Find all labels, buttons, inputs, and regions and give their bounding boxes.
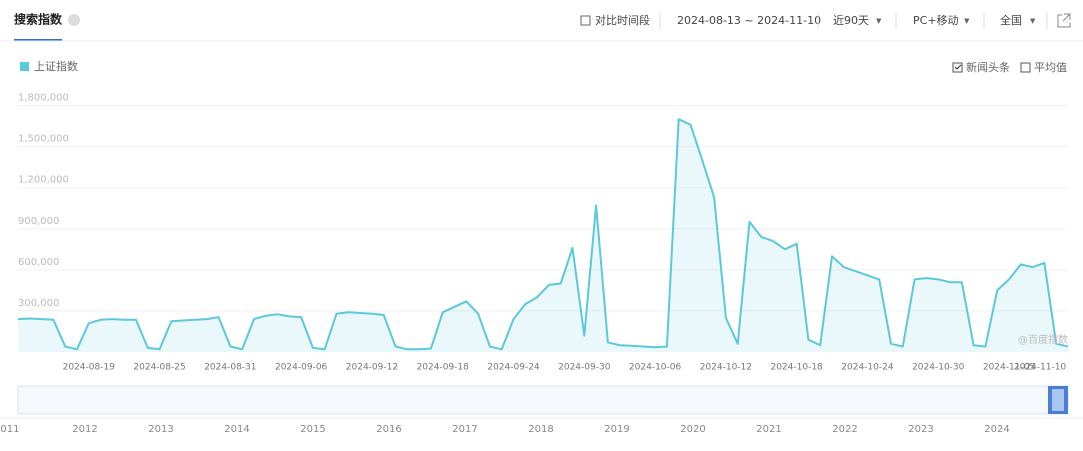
check-mark [954, 64, 962, 70]
overview-year-label: 2011 [0, 424, 19, 435]
overview-year-label: 2019 [604, 424, 629, 435]
legend-label: 上证指数 [34, 59, 78, 73]
overview-year-label: 2017 [452, 424, 477, 435]
x-tick-label: 2024-09-18 [417, 363, 470, 373]
line [17, 118, 1069, 351]
x-tick-label: 2024-10-12 [700, 363, 752, 373]
overview-year-label: 2016 [376, 424, 401, 435]
x-tick-label: 2024-10-24 [841, 363, 894, 373]
overview-year-label: 2015 [300, 424, 325, 435]
compare-checkbox[interactable] [580, 15, 591, 26]
x-tick-label: 2024-11-10 [1014, 363, 1067, 373]
overview-year-label: 2023 [908, 424, 933, 435]
overview-brush-area[interactable] [17, 385, 1069, 415]
x-tick-label: 2024-08-31 [204, 363, 256, 373]
compare-label[interactable]: 对比时间段 [595, 13, 650, 27]
device-select[interactable]: PC+移动 [913, 14, 959, 27]
overview-year-label: 2020 [680, 424, 705, 435]
y-tick-label: 300,000 [18, 298, 59, 309]
overview-window [1052, 389, 1064, 411]
news-label[interactable]: 新闻头条 [966, 60, 1010, 74]
date-range[interactable]: 2024-08-13 ~ 2024-11-10 [677, 14, 821, 27]
area-fill [18, 119, 1068, 352]
x-tick-label: 2024-09-12 [346, 363, 398, 373]
legend-swatch [20, 62, 29, 71]
x-tick-label: 2024-08-25 [133, 363, 185, 373]
overview-year-label: 2018 [528, 424, 553, 435]
help-icon[interactable] [68, 14, 80, 26]
period-select[interactable]: 近90天 [833, 14, 869, 27]
overview-year-label: 2012 [72, 424, 97, 435]
dropdown-arrow: ▼ [1030, 17, 1036, 25]
region-select[interactable]: 全国 [1000, 13, 1022, 27]
dropdown-arrow: ▼ [964, 17, 970, 25]
overview-year-label: 2022 [832, 424, 857, 435]
average-checkbox[interactable] [1020, 62, 1031, 73]
share-icon[interactable] [1057, 13, 1071, 28]
dropdown-arrow: ▼ [876, 17, 882, 25]
watermark: @百度指数 [1018, 333, 1068, 346]
tab-title[interactable]: 搜索指数 [14, 12, 63, 27]
overview-year-label: 2013 [148, 424, 173, 435]
x-tick-label: 2024-08-19 [63, 363, 116, 373]
x-tick-label: 2024-09-24 [487, 363, 540, 373]
x-tick-label: 2024-10-06 [629, 363, 682, 373]
x-tick-label: 2024-11-05 [983, 363, 1035, 373]
overview-year-label: 2014 [224, 424, 249, 435]
tab-underline [14, 39, 62, 41]
y-tick-label: 1,200,000 [18, 175, 69, 186]
news-checkbox[interactable] [952, 62, 963, 73]
y-tick-label: 900,000 [18, 216, 59, 227]
x-tick-label: 2024-09-06 [275, 363, 328, 373]
x-tick-label: 2024-09-30 [558, 363, 611, 373]
average-label[interactable]: 平均值 [1034, 61, 1067, 74]
overview-year-label: 2024 [984, 424, 1009, 435]
overview-year-label: 2021 [756, 424, 781, 435]
y-tick-label: 1,500,000 [18, 134, 69, 145]
x-tick-label: 2024-10-30 [912, 363, 965, 373]
y-tick-label: 1,800,000 [18, 93, 69, 104]
y-tick-label: 600,000 [18, 257, 59, 268]
x-tick-label: 2024-10-18 [770, 363, 823, 373]
